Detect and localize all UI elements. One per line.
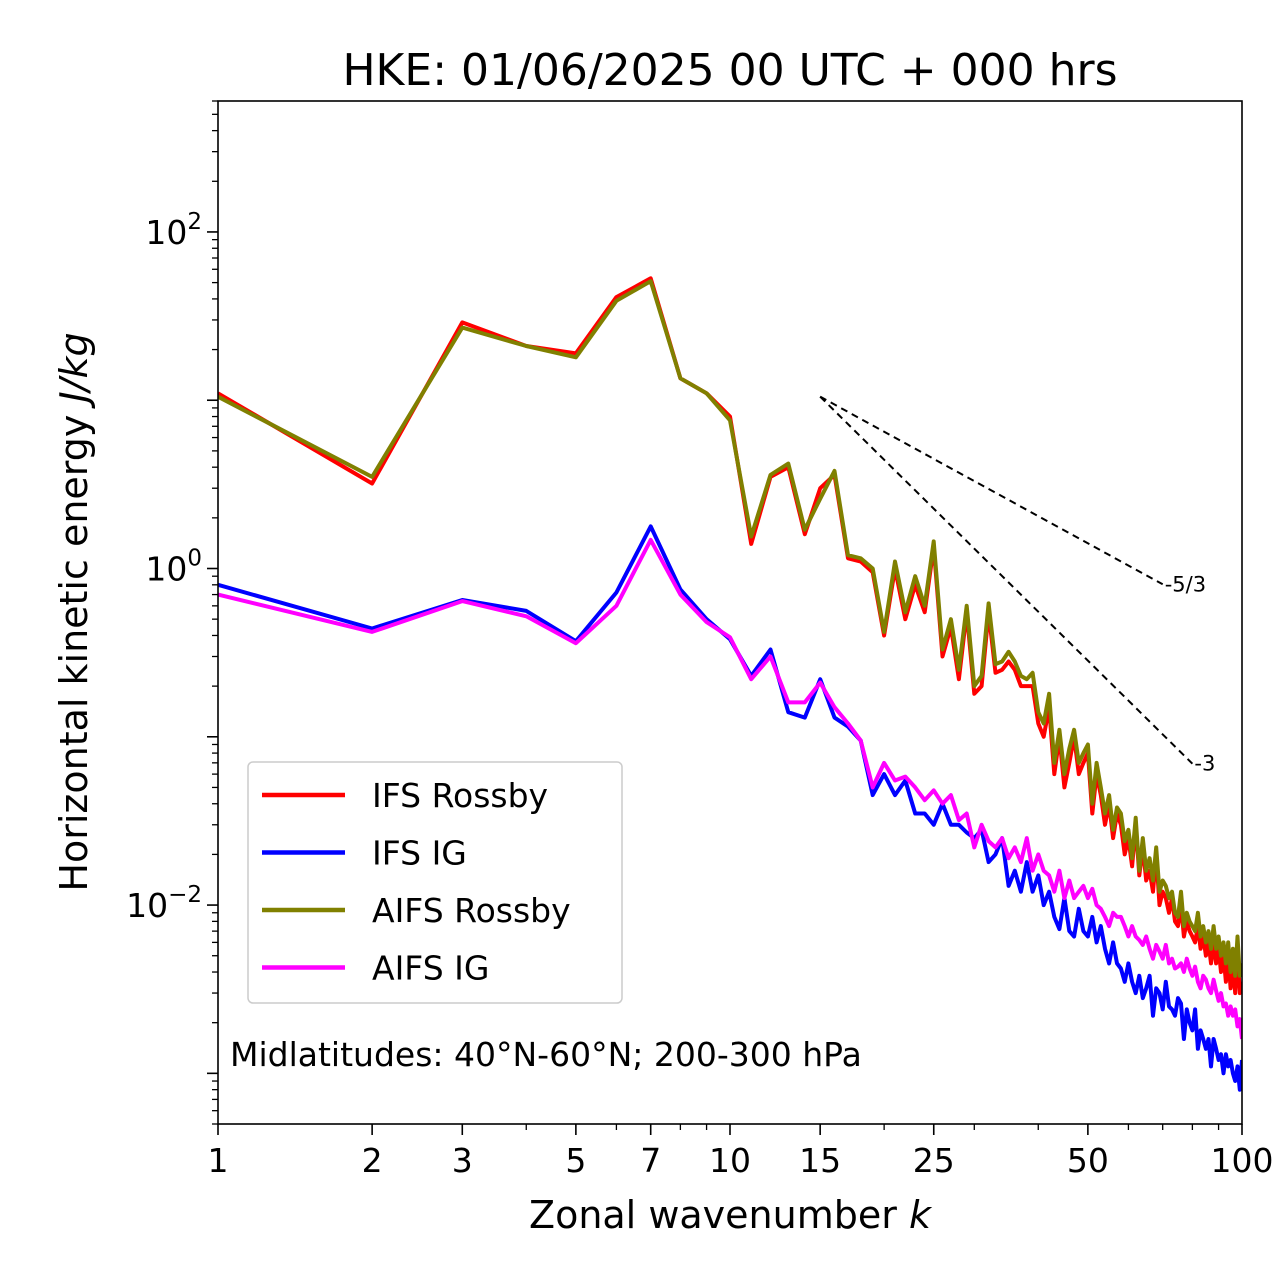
legend-label-aifs-rossby: AIFS Rossby bbox=[372, 891, 571, 930]
legend-label-ifs-ig: IFS IG bbox=[372, 834, 467, 873]
legend-label-aifs-ig: AIFS IG bbox=[372, 949, 489, 988]
x-tick-label: 3 bbox=[452, 1141, 473, 1180]
x-tick-label: 5 bbox=[565, 1141, 586, 1180]
x-axis-label: Zonal wavenumber k bbox=[529, 1193, 933, 1237]
series-layer bbox=[218, 276, 1242, 1092]
reference-label-slope-5-3: -5/3 bbox=[1165, 572, 1206, 596]
reference-line-slope-3 bbox=[819, 395, 1194, 765]
reference-label-slope-3: -3 bbox=[1194, 752, 1215, 776]
x-tick-label: 25 bbox=[913, 1141, 955, 1180]
x-tick-label: 2 bbox=[362, 1141, 383, 1180]
legend-box bbox=[247, 761, 623, 1004]
x-tick-label: 50 bbox=[1067, 1141, 1109, 1180]
x-tick-label: 100 bbox=[1211, 1141, 1274, 1180]
y-axis-ticks: 102 100 10−2 bbox=[126, 100, 218, 1125]
y-axis-label: Horizontal kinetic energy J/kg bbox=[52, 332, 96, 891]
x-tick-label: 10 bbox=[709, 1141, 751, 1180]
y-tick-label: 100 bbox=[145, 546, 202, 589]
y-tick-label: 102 bbox=[145, 209, 202, 252]
x-tick-label: 7 bbox=[640, 1141, 661, 1180]
x-tick-label: 1 bbox=[208, 1141, 229, 1180]
x-axis-ticks: 1 2 3 5 7 10 15 25 50 100 bbox=[208, 1124, 1274, 1180]
series-line-aifs-rossby bbox=[218, 279, 1242, 978]
y-tick-label: 10−2 bbox=[126, 882, 202, 925]
chart-title: HKE: 01/06/2025 00 UTC + 000 hrs bbox=[342, 45, 1117, 96]
legend: IFS Rossby IFS IG AIFS Rossby AIFS IG bbox=[247, 761, 623, 1004]
series-line-aifs-ig bbox=[218, 537, 1242, 1040]
reference-slope-layer: -5/3 -3 bbox=[819, 395, 1215, 776]
reference-line-slope-5-3 bbox=[819, 395, 1164, 586]
region-annotation: Midlatitudes: 40°N-60°N; 200-300 hPa bbox=[230, 1035, 862, 1074]
legend-label-ifs-rossby: IFS Rossby bbox=[372, 776, 548, 815]
x-tick-label: 15 bbox=[799, 1141, 841, 1180]
